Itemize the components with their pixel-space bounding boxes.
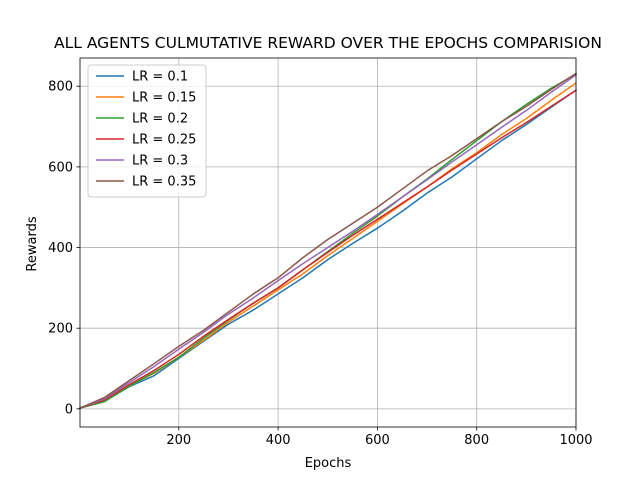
x-tick-label: 400: [266, 433, 291, 448]
legend-label: LR = 0.2: [132, 112, 188, 127]
legend-label: LR = 0.3: [132, 154, 188, 169]
y-tick-label: 0: [65, 402, 73, 417]
y-tick-label: 600: [48, 160, 73, 175]
plot-area: 200 400 600 800 1000 0 200 400 600 800 LR = 0.1 LR …: [48, 57, 593, 448]
legend-label: LR = 0.15: [132, 91, 196, 106]
series-line-5: [79, 74, 577, 409]
y-tick-label: 200: [48, 322, 73, 337]
x-axis-label: Epochs: [305, 456, 352, 471]
y-axis-label: Rewards: [25, 216, 40, 271]
series-line-4: [79, 89, 577, 409]
legend-label: LR = 0.35: [132, 175, 196, 190]
legend-label: LR = 0.1: [132, 70, 188, 85]
x-tick-label: 600: [365, 433, 390, 448]
x-tick-label: 1000: [559, 433, 592, 448]
series-line-1: [79, 89, 577, 409]
axes-frame: [79, 57, 577, 428]
chart-title: ALL AGENTS CULMUTATIVE REWARD OVER THE E…: [54, 34, 602, 52]
y-tick-label: 400: [48, 241, 73, 256]
y-tick-label: 800: [48, 80, 73, 95]
x-tick-label: 200: [166, 433, 191, 448]
legend-box: [87, 64, 207, 198]
series-line-6: [79, 72, 577, 409]
legend-label: LR = 0.25: [132, 133, 196, 148]
x-tick-label: 800: [464, 433, 489, 448]
